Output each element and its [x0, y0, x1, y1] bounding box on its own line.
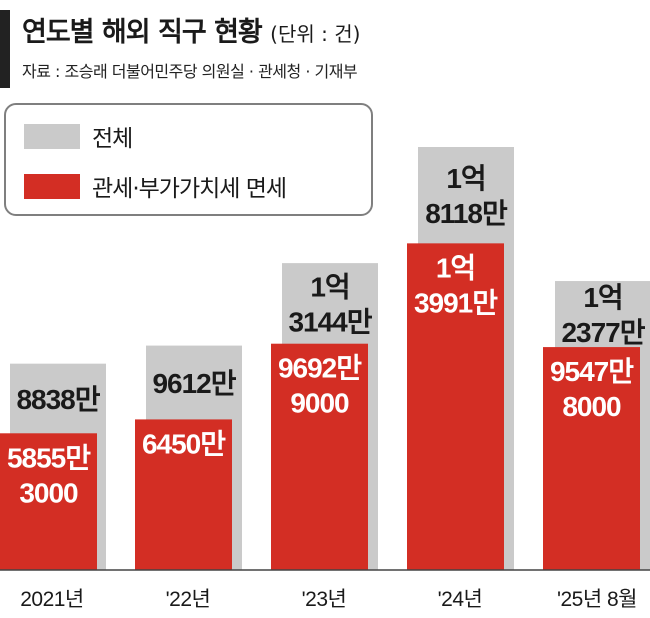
bar-label-exempt-2-line-0: 9692만: [278, 353, 362, 384]
x-tick-label-0: 2021년: [20, 588, 84, 611]
legend-item-total: 전체: [24, 122, 133, 152]
bar-exempt-1: [135, 419, 232, 570]
bar-label-total-0-line-0: 8838만: [16, 384, 100, 415]
title-accent-bar: [0, 10, 10, 88]
bar-exempt-3: [407, 243, 504, 571]
bar-label-exempt-0-line-0: 5855만: [7, 442, 91, 473]
bar-label-exempt-0-line-1: 3000: [19, 477, 78, 508]
bar-label-exempt-4-line-1: 8000: [562, 391, 621, 422]
legend-label-exempt: 관세·부가가치세 면세: [92, 176, 287, 202]
legend-swatch-exempt: [24, 173, 80, 199]
bar-label-total-2-line-0: 1억: [310, 271, 349, 302]
bar-label-exempt-4-line-0: 9547만: [550, 356, 634, 387]
legend-item-exempt: 관세·부가가치세 면세: [24, 172, 287, 202]
legend: 전체 관세·부가가치세 면세: [4, 103, 373, 216]
data-source: 자료 : 조승래 더불어민주당 의원실 · 관세청 · 기재부: [22, 62, 358, 81]
bar-exempt-4: [543, 347, 640, 570]
chart-title-text: 연도별 해외 직구 현황: [22, 17, 263, 48]
x-tick-label-3: '24년: [438, 588, 483, 611]
bar-label-exempt-2-line-1: 9000: [290, 388, 349, 419]
bar-label-total-3-line-0: 1억: [446, 163, 485, 194]
x-tick-label-1: '22년: [166, 588, 211, 611]
bar-label-total-3-line-1: 8118만: [425, 198, 508, 229]
x-tick-label-4: '25년 8월: [557, 588, 637, 611]
bar-label-total-1-line-0: 9612만: [152, 368, 236, 399]
bar-exempt-0: [0, 433, 97, 570]
bar-label-total-2-line-1: 3144만: [288, 306, 372, 337]
bar-label-total-4-line-0: 1억: [583, 282, 622, 313]
x-tick-label-2: '23년: [302, 588, 347, 611]
bar-label-exempt-3-line-0: 1억: [436, 252, 475, 283]
chart-unit: (단위 : 건): [270, 22, 361, 46]
chart-title: 연도별 해외 직구 현황 (단위 : 건): [22, 10, 360, 49]
bar-exempt-2: [271, 343, 368, 570]
bar-label-exempt-3-line-1: 3991만: [414, 287, 498, 318]
legend-label-total: 전체: [92, 126, 133, 152]
bar-label-exempt-1-line-0: 6450만: [142, 428, 226, 459]
legend-swatch-total: [24, 123, 80, 149]
bar-label-total-4-line-1: 2377만: [561, 317, 645, 348]
